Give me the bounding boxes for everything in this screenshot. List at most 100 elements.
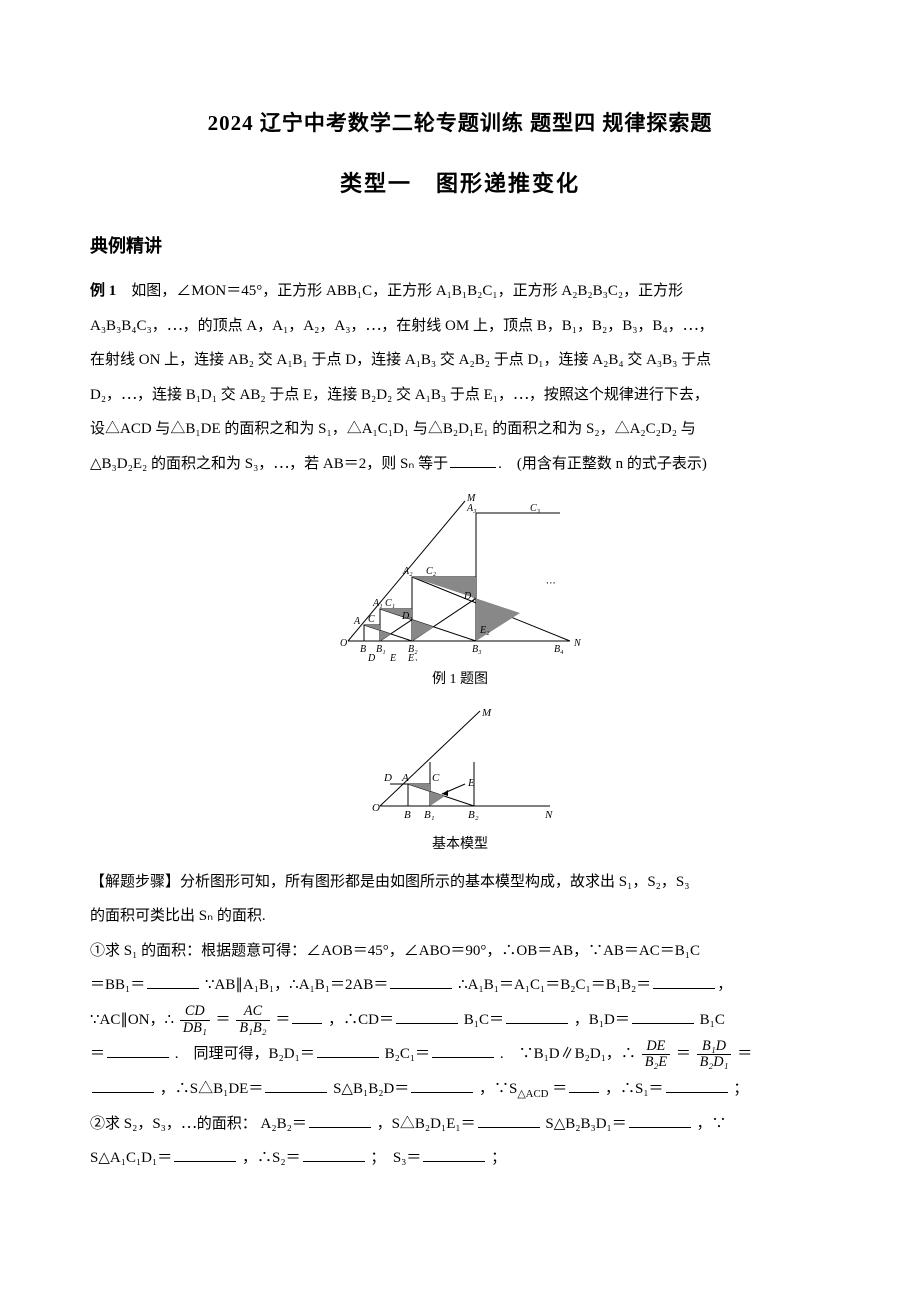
main-title: 2024 辽宁中考数学二轮专题训练 题型四 规律探索题 bbox=[90, 100, 830, 146]
blank-19 bbox=[174, 1147, 236, 1162]
sub-title: 类型一 图形递推变化 bbox=[90, 160, 830, 208]
blank-2 bbox=[390, 974, 452, 989]
problem-line-3: 在射线 ON 上，连接 AB₂ 交 A₁B₁ 于点 D，连接 A₁B₃ 交 A₂… bbox=[90, 343, 830, 378]
step1-v: ，∵S bbox=[479, 1081, 517, 1097]
blank-13 bbox=[411, 1078, 473, 1093]
blank-4 bbox=[292, 1009, 322, 1024]
step1-f: ， bbox=[717, 977, 732, 993]
svg-text:B₁: B₁ bbox=[424, 809, 435, 821]
svg-text:⋯: ⋯ bbox=[545, 578, 555, 589]
problem-line-6: △B₃D₂E₂ 的面积之和为 S₃，⋯，若 AB＝2，则 Sₙ 等于 . (用含有… bbox=[90, 447, 830, 482]
svg-text:B₂: B₂ bbox=[468, 809, 479, 821]
step1-r: ＝ bbox=[676, 1046, 691, 1062]
step2-d: S△B₂B₃D₁＝ bbox=[545, 1116, 626, 1132]
step1-j: ，∴CD＝ bbox=[328, 1012, 394, 1028]
step1-t: ，∴S△B₁DE＝ bbox=[160, 1081, 264, 1097]
svg-text:A₁: A₁ bbox=[372, 598, 383, 609]
problem-paragraph: 例 1 如图，∠MON＝45°，正方形 ABB₁C，正方形 A₁B₁B₂C₁，正… bbox=[90, 274, 830, 309]
svg-text:N: N bbox=[573, 638, 582, 649]
svg-text:A: A bbox=[401, 772, 409, 784]
step2-c: ，S△B₂D₁E₁＝ bbox=[377, 1116, 476, 1132]
blank-14 bbox=[569, 1078, 599, 1093]
step1-y: ，∴S₁＝ bbox=[605, 1081, 664, 1097]
fraction-2: ACB₁B₂ bbox=[236, 1004, 269, 1036]
step-1-line3: ∵AC∥ON，∴ CDDB₁ ＝ ACB₁B₂ ＝ ，∴CD＝ B₁C＝ ，B₁… bbox=[90, 1003, 830, 1038]
blank-12 bbox=[265, 1078, 327, 1093]
problem-line-1: 如图，∠MON＝45°，正方形 ABB₁C，正方形 A₁B₁B₂C₁，正方形 A… bbox=[116, 283, 683, 299]
steps-intro-1: 分析图形可知，所有图形都是由如图所示的基本模型构成，故求出 S₁，S₂，S₃ bbox=[180, 874, 689, 890]
step1-x: ＝ bbox=[552, 1081, 567, 1097]
step-1: ①求 S₁ 的面积：根据题意可得：∠AOB＝45°，∠ABO＝90°，∴OB＝A… bbox=[90, 934, 830, 969]
steps-label: 【解题步骤】 bbox=[90, 874, 180, 890]
step1-e: ∴A₁B₁＝A₁C₁＝B₂C₁＝B₁B₂＝ bbox=[458, 977, 651, 993]
svg-text:C₁: C₁ bbox=[385, 598, 395, 609]
svg-text:O: O bbox=[372, 802, 380, 814]
svg-text:C: C bbox=[432, 772, 440, 784]
step1-g: ∵AC∥ON，∴ bbox=[90, 1012, 174, 1028]
step1-k: B₁C＝ bbox=[464, 1012, 504, 1028]
blank-1 bbox=[147, 974, 199, 989]
problem-line-4: D₂，⋯，连接 B₁D₁ 交 AB₂ 于点 E，连接 B₂D₂ 交 A₁B₃ 于… bbox=[90, 378, 830, 413]
step1-u: S△B₁B₂D＝ bbox=[333, 1081, 409, 1097]
svg-text:A₂: A₂ bbox=[402, 566, 413, 577]
figure-1-caption: 例 1 题图 bbox=[90, 665, 830, 696]
step1-q: . ∵B₁D∥B₂D₁，∴ bbox=[500, 1046, 636, 1062]
fraction-1: CDDB₁ bbox=[180, 1004, 210, 1036]
blank-15 bbox=[666, 1078, 728, 1093]
svg-text:E₁: E₁ bbox=[407, 653, 418, 661]
svg-text:B₁: B₁ bbox=[376, 644, 386, 655]
step1-d: ∵AB∥A₁B₁，∴A₁B₁＝2AB＝ bbox=[205, 977, 388, 993]
blank-21 bbox=[423, 1147, 485, 1162]
step-1-line4: ＝ . 同理可得，B₂D₁＝ B₂C₁＝ . ∵B₁D∥B₂D₁，∴ DEB₂E… bbox=[90, 1037, 830, 1072]
svg-text:N: N bbox=[544, 809, 553, 821]
svg-text:M: M bbox=[481, 707, 492, 719]
step2-f: S△A₁C₁D₁＝ bbox=[90, 1150, 172, 1166]
blank-7 bbox=[632, 1009, 694, 1024]
step2-e: ，∵ bbox=[697, 1116, 727, 1132]
svg-text:A: A bbox=[353, 616, 361, 627]
svg-text:E: E bbox=[467, 777, 475, 789]
svg-text:B₃: B₃ bbox=[472, 644, 482, 655]
svg-text:A₃: A₃ bbox=[466, 503, 477, 514]
blank-8 bbox=[107, 1043, 169, 1058]
step1-z: ； bbox=[733, 1081, 748, 1097]
step1-p: B₂C₁＝ bbox=[385, 1046, 430, 1062]
figure-2: O M N A B C D E B₁ B₂ bbox=[90, 706, 830, 826]
blank-20 bbox=[303, 1147, 365, 1162]
step1-s: ＝ bbox=[737, 1046, 752, 1062]
step2-i: ； bbox=[491, 1150, 506, 1166]
svg-text:B: B bbox=[360, 644, 366, 655]
problem-line-6a: △B₃D₂E₂ 的面积之和为 S₃，⋯，若 AB＝2，则 Sₙ 等于 bbox=[90, 456, 448, 472]
step2-a: ②求 S₂，S₃，⋯的面积： bbox=[90, 1116, 257, 1132]
svg-text:C₃: C₃ bbox=[530, 503, 541, 514]
step2-b: A₂B₂＝ bbox=[261, 1116, 307, 1132]
svg-text:D: D bbox=[367, 653, 376, 661]
fraction-3: DEB₂E bbox=[642, 1039, 670, 1071]
blank-9 bbox=[317, 1043, 379, 1058]
svg-text:D: D bbox=[383, 772, 392, 784]
svg-text:C: C bbox=[368, 614, 375, 625]
svg-text:O: O bbox=[340, 638, 347, 649]
step2-h: ； S₃＝ bbox=[370, 1150, 421, 1166]
blank-11 bbox=[92, 1078, 154, 1093]
step-2: ②求 S₂，S₃，⋯的面积： A₂B₂＝ ，S△B₂D₁E₁＝ S△B₂B₃D₁… bbox=[90, 1107, 830, 1142]
problem-line-2: A₃B₃B₄C₃，⋯，的顶点 A，A₁，A₂，A₃，⋯，在射线 OM 上，顶点 … bbox=[90, 309, 830, 344]
blank-18 bbox=[629, 1113, 691, 1128]
answer-blank-sn bbox=[450, 453, 496, 468]
steps-intro-2: 的面积可类比出 Sₙ 的面积. bbox=[90, 899, 830, 934]
step2-g: ，∴S₂＝ bbox=[242, 1150, 301, 1166]
step-2-line2: S△A₁C₁D₁＝ ，∴S₂＝ ； S₃＝ ； bbox=[90, 1141, 830, 1176]
step1-m: B₁C bbox=[700, 1012, 725, 1028]
svg-text:D₂: D₂ bbox=[463, 591, 475, 602]
step1-c: ＝BB₁＝ bbox=[90, 977, 145, 993]
problem-line-6b: . (用含有正整数 n 的式子表示) bbox=[498, 456, 707, 472]
step1-i: ＝ bbox=[275, 1012, 290, 1028]
example-label: 例 1 bbox=[90, 283, 116, 299]
svg-text:C₂: C₂ bbox=[426, 566, 437, 577]
step1-h: ＝ bbox=[216, 1012, 231, 1028]
figure-1: O M N A B C A₁ B₁ C₁ A₂ B₂ C₂ A₃ B₃ C₃ B… bbox=[90, 491, 830, 661]
blank-17 bbox=[478, 1113, 540, 1128]
svg-text:E₂: E₂ bbox=[479, 625, 490, 636]
steps-intro: 【解题步骤】分析图形可知，所有图形都是由如图所示的基本模型构成，故求出 S₁，S… bbox=[90, 865, 830, 900]
svg-text:B: B bbox=[404, 809, 411, 821]
